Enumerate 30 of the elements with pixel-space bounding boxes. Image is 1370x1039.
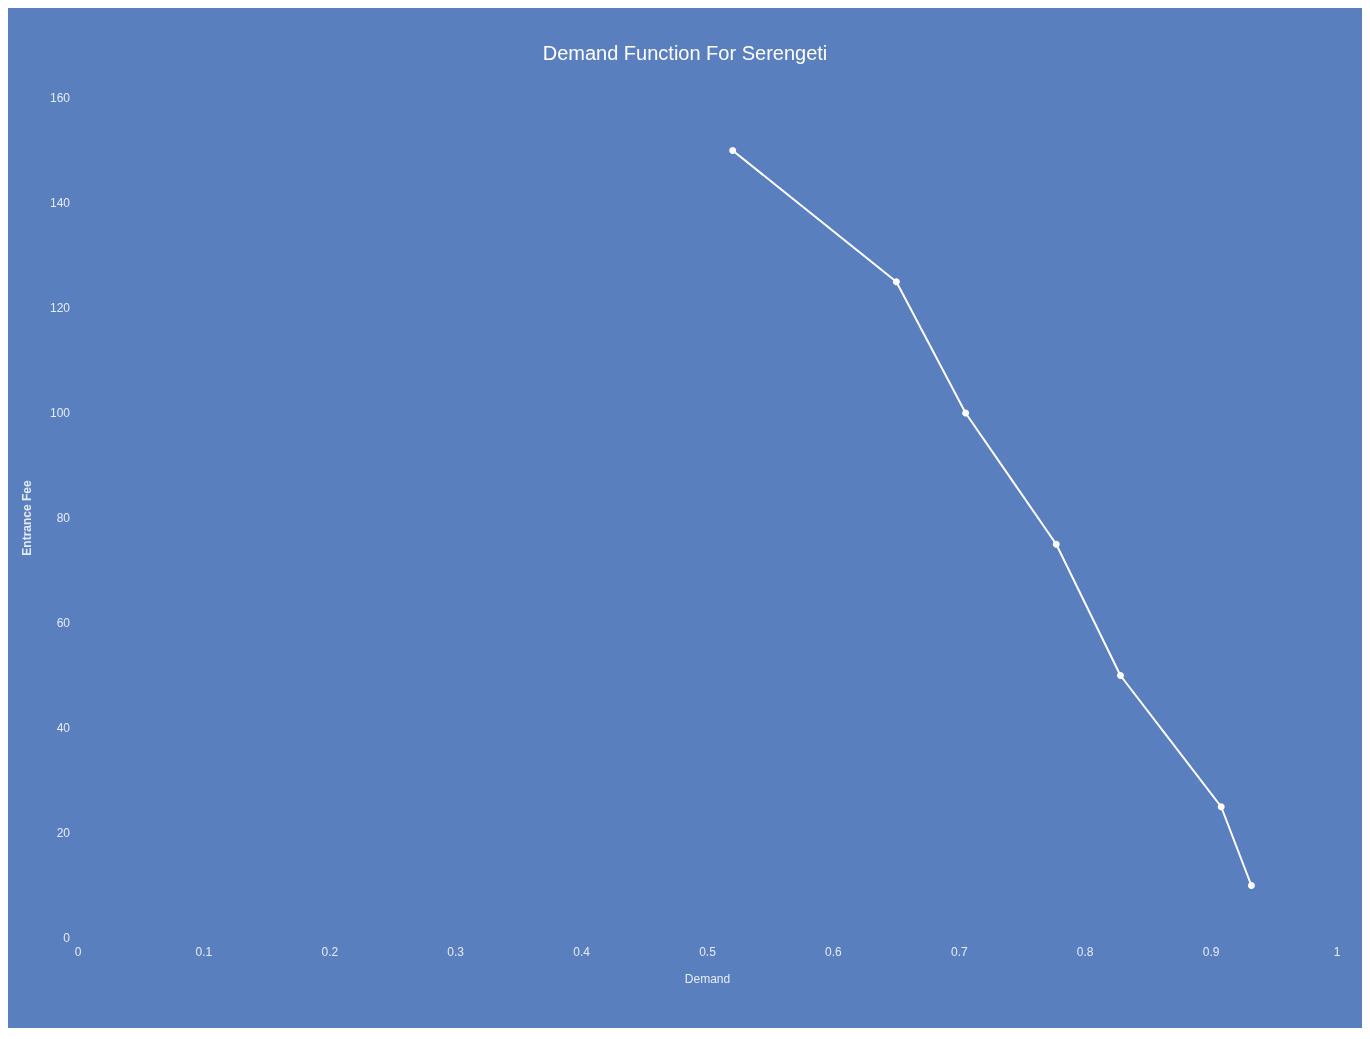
x-tick-label: 0.4 (573, 945, 591, 959)
point (729, 147, 737, 154)
y-tick-label: 40 (56, 721, 71, 735)
x-tick-label: 0.1 (195, 945, 213, 959)
point (1052, 540, 1060, 548)
x-tick-label: 0.5 (699, 945, 717, 959)
y-tick-label: 120 (49, 301, 71, 315)
point (962, 409, 970, 417)
point (892, 278, 900, 286)
x-tick-label: 0.8 (1076, 945, 1094, 959)
y-tick-label: 160 (49, 91, 71, 105)
x-tick-label: 0.3 (447, 945, 465, 959)
y-axis-title: Entrance Fee (20, 480, 34, 556)
y-tick-label: 80 (56, 511, 71, 525)
point (1247, 882, 1255, 889)
x-tick-label: 0 (74, 945, 82, 959)
x-axis-title: Demand (684, 972, 731, 986)
y-tick-label: 20 (56, 826, 71, 840)
x-tick-label: 0.6 (825, 945, 843, 959)
x-tick-label: 0.2 (321, 945, 339, 959)
y-tick-label: 100 (49, 406, 71, 420)
point (1217, 803, 1225, 811)
y-tick-label: 0 (63, 931, 71, 945)
chart-title: Demand Function For Serengeti (542, 42, 828, 64)
y-tick-label: 140 (49, 196, 71, 210)
point (1116, 672, 1124, 679)
x-tick-label: 0.7 (950, 945, 968, 959)
y-tick-label: 60 (56, 616, 71, 630)
x-tick-label: 1 (1333, 945, 1341, 959)
x-tick-label: 0.9 (1202, 945, 1220, 959)
